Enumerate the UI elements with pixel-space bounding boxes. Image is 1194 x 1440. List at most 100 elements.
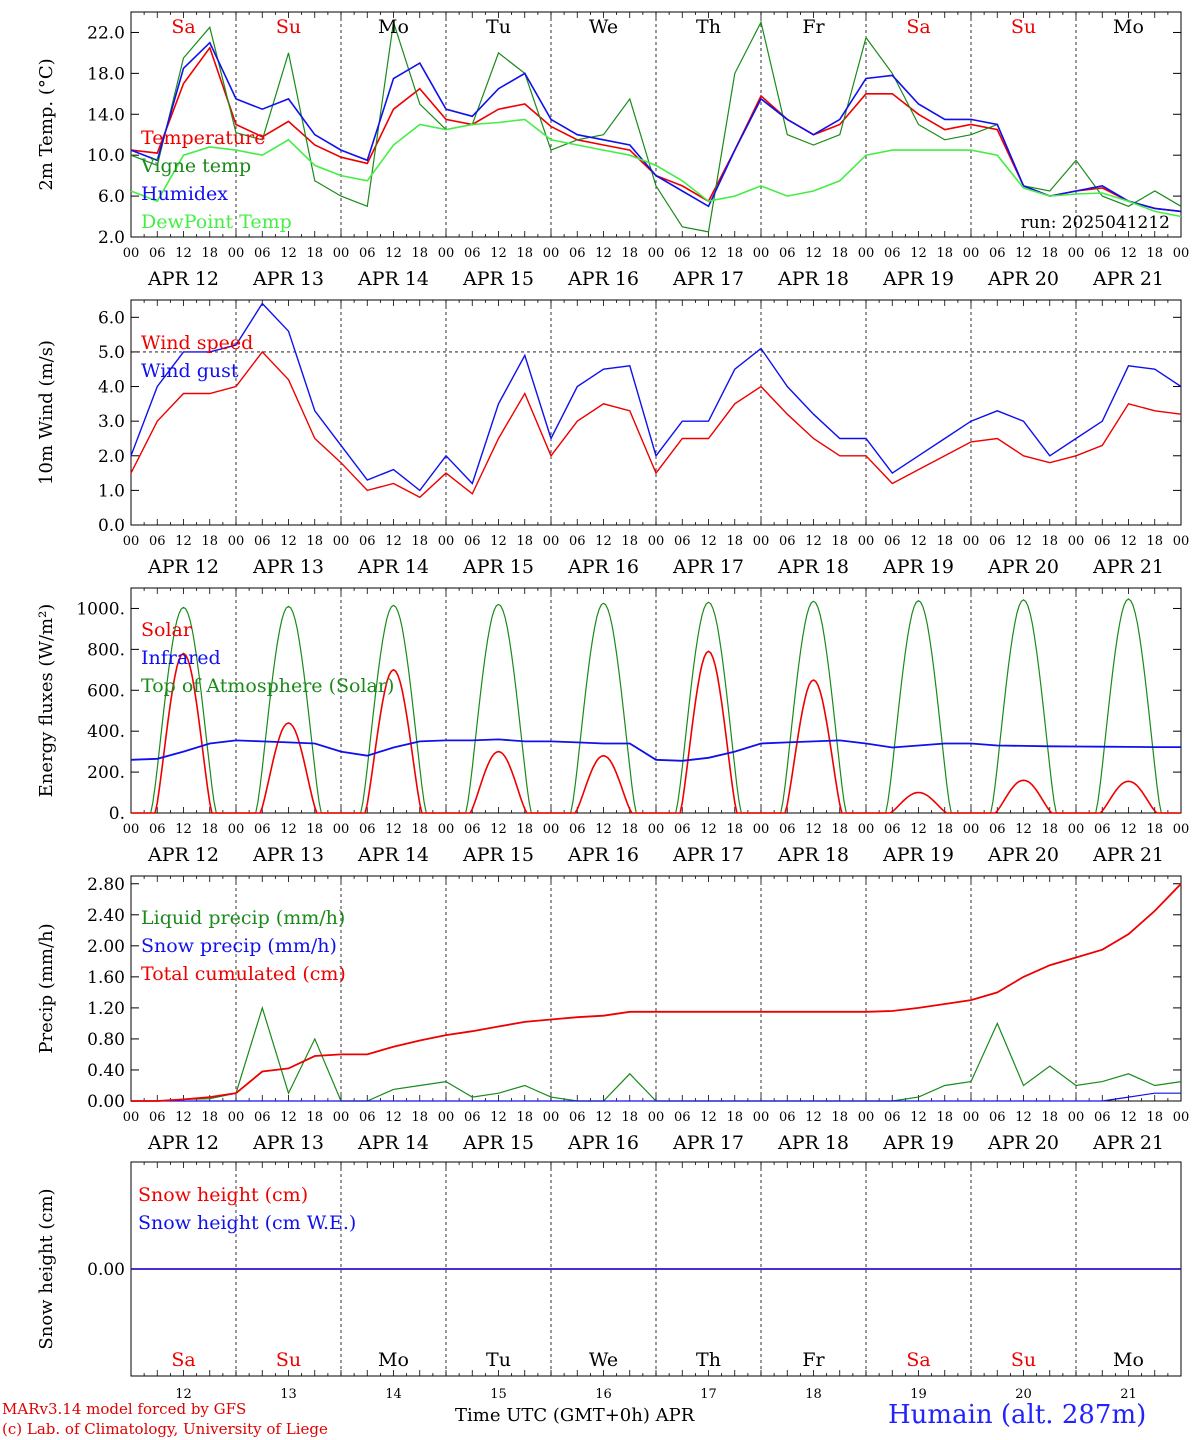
energy-xtick-label: 18 xyxy=(516,822,533,837)
energy-xtick-label: 00 xyxy=(963,822,980,837)
precip-date-label: APR 15 xyxy=(462,1132,534,1154)
energy-xtick-label: 18 xyxy=(1146,822,1163,837)
snow-day-number: 18 xyxy=(805,1387,822,1402)
snow-day-number: 17 xyxy=(700,1387,717,1402)
temp-xtick-label-end: 00 xyxy=(1173,246,1190,261)
energy-xtick-label: 06 xyxy=(884,822,901,837)
precip-date-label: APR 14 xyxy=(357,1132,429,1154)
wind-xtick-label: 18 xyxy=(726,534,743,549)
wind-xtick-label: 00 xyxy=(963,534,980,549)
temp-xtick-label: 12 xyxy=(175,246,192,261)
wind-legend-0: Wind speed xyxy=(141,332,253,354)
precip-date-label: APR 12 xyxy=(147,1132,219,1154)
temp-ylabel: 2m Temp. (°C) xyxy=(36,58,57,190)
precip-xtick-label: 12 xyxy=(385,1110,402,1125)
wind-xtick-label: 12 xyxy=(595,534,612,549)
energy-xtick-label: 06 xyxy=(569,822,586,837)
snow-weekday-label: Tu xyxy=(486,1349,511,1371)
precip-xtick-label: 06 xyxy=(779,1110,796,1125)
temp-xtick-label: 00 xyxy=(333,246,350,261)
temp-xtick-label: 06 xyxy=(884,246,901,261)
energy-xtick-label: 18 xyxy=(831,822,848,837)
snow-weekday-label: Sa xyxy=(171,1349,195,1371)
temp-xtick-label: 12 xyxy=(910,246,927,261)
wind-xtick-label: 12 xyxy=(280,534,297,549)
energy-xtick-label: 00 xyxy=(438,822,455,837)
wind-ytick-label: 0.0 xyxy=(98,516,125,536)
wind-xtick-label: 12 xyxy=(175,534,192,549)
wind-xtick-label: 06 xyxy=(989,534,1006,549)
energy-legend-2: Top of Atmosphere (Solar) xyxy=(141,675,394,697)
temp-run-label: run: 2025041212 xyxy=(1021,213,1170,233)
energy-xtick-label: 06 xyxy=(149,822,166,837)
precip-xtick-label: 06 xyxy=(674,1110,691,1125)
temp-legend-0: Temperature xyxy=(141,127,265,149)
temp-xtick-label: 06 xyxy=(989,246,1006,261)
wind-xtick-label: 12 xyxy=(910,534,927,549)
temp-xtick-label: 18 xyxy=(516,246,533,261)
energy-xtick-label: 06 xyxy=(674,822,691,837)
precip-xtick-label: 18 xyxy=(621,1110,638,1125)
snow-ylabel: Snow height (cm) xyxy=(36,1188,57,1349)
wind-ytick-label: 2.0 xyxy=(98,447,125,467)
temp-weekday-label: Fr xyxy=(802,16,825,38)
precip-xtick-label: 06 xyxy=(254,1110,271,1125)
precip-xtick-label: 18 xyxy=(936,1110,953,1125)
precip-xtick-label: 06 xyxy=(884,1110,901,1125)
wind-xtick-label: 12 xyxy=(1120,534,1137,549)
wind-date-label: APR 13 xyxy=(252,556,324,578)
temp-date-label: APR 15 xyxy=(462,268,534,290)
temp-ytick-label: 14.0 xyxy=(87,105,125,125)
energy-xtick-label: 12 xyxy=(805,822,822,837)
energy-ytick-label: 600. xyxy=(87,681,125,701)
temp-date-label: APR 20 xyxy=(987,268,1059,290)
wind-xtick-label: 18 xyxy=(516,534,533,549)
energy-date-label: APR 21 xyxy=(1092,844,1164,866)
wind-xtick-label: 00 xyxy=(123,534,140,549)
precip-xtick-label: 18 xyxy=(306,1110,323,1125)
temp-xtick-label: 06 xyxy=(359,246,376,261)
precip-xtick-label: 00 xyxy=(963,1110,980,1125)
wind-date-label: APR 12 xyxy=(147,556,219,578)
precip-xtick-label: 12 xyxy=(700,1110,717,1125)
wind-xtick-label: 06 xyxy=(569,534,586,549)
wind-xtick-label: 06 xyxy=(464,534,481,549)
snow-legend-1: Snow height (cm W.E.) xyxy=(138,1212,356,1234)
wind-date-label: APR 14 xyxy=(357,556,429,578)
temp-weekday-label: Sa xyxy=(171,16,195,38)
precip-date-label: APR 16 xyxy=(567,1132,639,1154)
wind-xtick-label: 18 xyxy=(831,534,848,549)
energy-xtick-label: 06 xyxy=(989,822,1006,837)
temp-date-label: APR 21 xyxy=(1092,268,1164,290)
energy-xtick-label: 18 xyxy=(306,822,323,837)
energy-xtick-label: 18 xyxy=(201,822,218,837)
precip-xtick-label: 00 xyxy=(123,1110,140,1125)
precip-xtick-label: 00 xyxy=(1068,1110,1085,1125)
energy-date-label: APR 13 xyxy=(252,844,324,866)
energy-xtick-label: 06 xyxy=(779,822,796,837)
credit-lab: (c) Lab. of Climatology, University of L… xyxy=(2,1420,328,1438)
precip-xtick-label: 12 xyxy=(175,1110,192,1125)
wind-xtick-label: 18 xyxy=(306,534,323,549)
precip-legend-0: Liquid precip (mm/h) xyxy=(141,907,345,929)
wind-xtick-label: 00 xyxy=(543,534,560,549)
energy-xtick-label: 18 xyxy=(1041,822,1058,837)
temp-date-label: APR 13 xyxy=(252,268,324,290)
precip-series-total-cumulated-cm- xyxy=(131,883,1182,1102)
temp-xtick-label: 06 xyxy=(464,246,481,261)
precip-xtick-label: 00 xyxy=(543,1110,560,1125)
precip-date-label: APR 19 xyxy=(882,1132,954,1154)
temp-xtick-label: 00 xyxy=(228,246,245,261)
energy-xtick-label-end: 00 xyxy=(1173,822,1190,837)
temp-xtick-label: 06 xyxy=(1094,246,1111,261)
temp-ytick-label: 10.0 xyxy=(87,146,125,166)
temp-xtick-label: 00 xyxy=(438,246,455,261)
energy-date-label: APR 19 xyxy=(882,844,954,866)
precip-ytick-label: 1.20 xyxy=(87,999,125,1019)
temp-xtick-label: 12 xyxy=(700,246,717,261)
energy-ytick-label: 800. xyxy=(87,640,125,660)
energy-xtick-label: 18 xyxy=(726,822,743,837)
energy-xtick-label: 00 xyxy=(333,822,350,837)
precip-xtick-label: 12 xyxy=(490,1110,507,1125)
wind-xtick-label: 12 xyxy=(490,534,507,549)
